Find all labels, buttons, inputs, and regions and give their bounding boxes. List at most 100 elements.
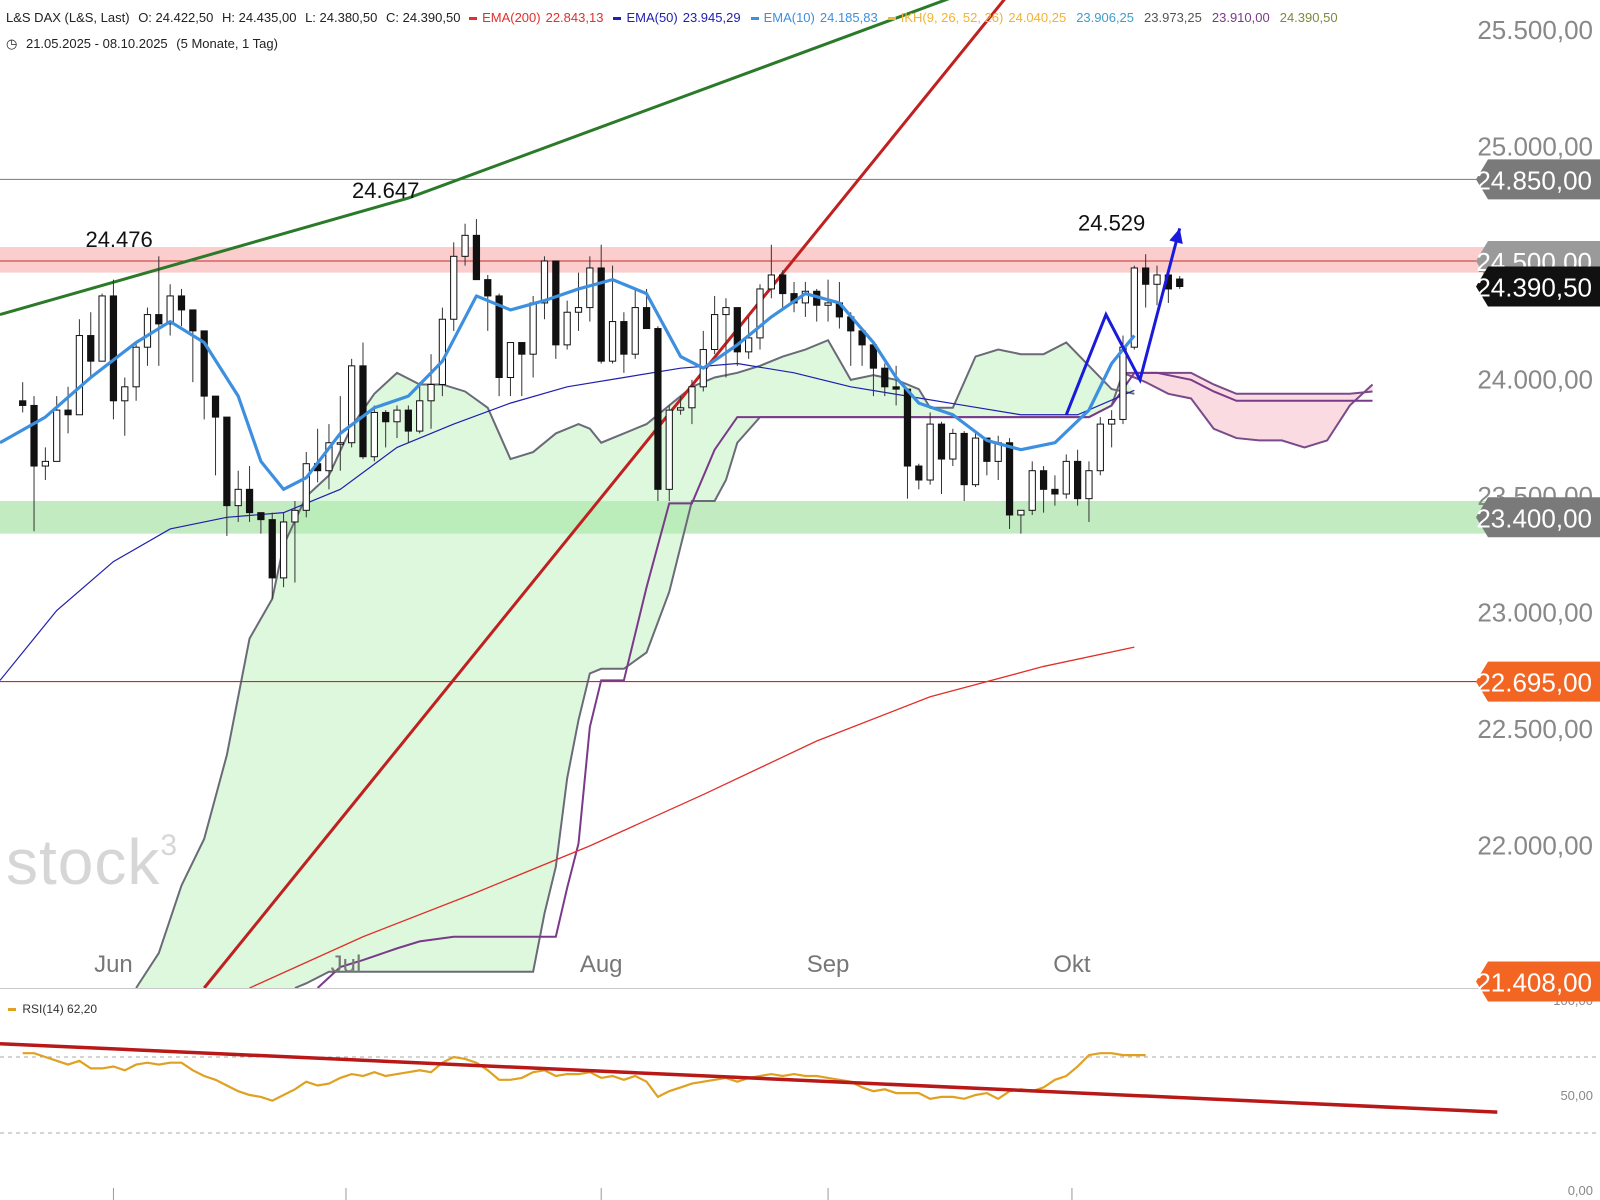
- candle-body: [234, 488, 242, 507]
- ema200-line: [249, 646, 1135, 989]
- candle-body: [416, 400, 424, 432]
- ema10-line: [0, 278, 1136, 491]
- candle-body: [1028, 470, 1036, 511]
- indicator-label: EMA(10): [763, 10, 815, 25]
- price-plot-background: [0, 0, 1600, 988]
- ema50-line: [0, 362, 1135, 681]
- indicator-value: 23.906,25: [1076, 10, 1135, 25]
- rsi-plot-background: [0, 989, 1600, 1200]
- candle-body: [1085, 470, 1093, 500]
- ichimoku-cloud-green-upper: [135, 338, 1135, 989]
- indicator-legend-item: EMA(10) 24.185,83: [750, 10, 883, 25]
- candle-body: [915, 465, 923, 481]
- low-value: L: 24.380,50: [305, 10, 378, 25]
- chart-header-range: ◷ 21.05.2025 - 08.10.2025 (5 Monate, 1 T…: [6, 36, 283, 52]
- projection-arrowhead: [1169, 228, 1183, 245]
- candle-body: [665, 409, 673, 490]
- candle-body: [756, 288, 764, 339]
- candle-body: [245, 488, 254, 514]
- candle-body: [484, 279, 492, 297]
- candle-body: [642, 307, 651, 330]
- indicator-legend-item: 23.906,25: [1076, 10, 1139, 25]
- ichimoku-cloud-red-fill: [1122, 372, 1373, 448]
- candle-body: [745, 337, 753, 353]
- candle-body: [1108, 418, 1116, 425]
- candle-body: [529, 302, 537, 355]
- candle-body: [279, 521, 288, 579]
- candle-body: [949, 432, 957, 460]
- candle-body: [472, 234, 481, 281]
- x-tick-label: Jun: [94, 951, 133, 978]
- candle-body: [87, 335, 95, 362]
- annotation-level: 24.647: [352, 178, 419, 203]
- candle-body: [393, 409, 401, 423]
- candle-body: [257, 512, 265, 521]
- candle-body: [404, 409, 412, 432]
- price-label-box: [1476, 961, 1600, 1002]
- candle-body: [438, 318, 447, 385]
- candle-body: [155, 314, 163, 325]
- ichimoku-cloud-green-fill: [136, 340, 1135, 989]
- indicator-value: 23.945,29: [682, 10, 741, 25]
- candle-body: [597, 267, 605, 362]
- candle-body: [121, 386, 129, 402]
- candle-body: [824, 302, 832, 306]
- projection-path: [1064, 227, 1182, 416]
- candle-body: [336, 442, 344, 445]
- instrument-name: L&S DAX (L&S, Last): [6, 10, 130, 25]
- indicator-swatch: [613, 17, 622, 21]
- rsi-y-tick-label: 50,00: [1560, 1088, 1593, 1103]
- candle-body: [98, 295, 106, 362]
- price-label-text: 24.390,50: [1476, 272, 1592, 302]
- open-value: O: 24.422,50: [138, 10, 214, 25]
- stock3-logo: stock3: [6, 826, 179, 898]
- trendline-rsi-resistance: [0, 1041, 1498, 1114]
- indicator-label: EMA(50): [626, 10, 678, 25]
- trendline-steep-support: [203, 0, 1006, 989]
- candle-body: [348, 365, 356, 444]
- candle-body: [506, 342, 515, 378]
- candle-body: [574, 307, 583, 313]
- candle-body: [325, 442, 333, 472]
- indicator-legend-item: 24.390,50: [1280, 10, 1343, 25]
- indicator-value: 24.040,25: [1008, 10, 1067, 25]
- indicator-legend-item: IKH(9, 26, 52, 26) 24.040,25: [887, 10, 1071, 25]
- trendline-long-support: [0, 0, 950, 317]
- indicator-swatch: [887, 17, 896, 21]
- candle-body: [189, 309, 197, 332]
- rsi-legend-label: RSI(14): [22, 1002, 64, 1016]
- candle-body: [166, 295, 174, 325]
- date-range: 21.05.2025 - 08.10.2025: [25, 36, 168, 51]
- price-label-text: 24.850,00: [1476, 165, 1592, 195]
- price-label-text: 21.408,00: [1476, 967, 1592, 997]
- price-label-box: [1476, 266, 1600, 307]
- price-label-box: [1476, 497, 1600, 538]
- axes: 25.500,0025.000,0024.500,0024.000,0023.5…: [0, 15, 1600, 1200]
- rsi-line: [22, 1052, 1146, 1102]
- candle-body: [41, 460, 49, 467]
- candle-body: [132, 346, 140, 388]
- annotation-level: 24.476: [85, 227, 152, 252]
- candle-body: [711, 314, 719, 351]
- candle-body: [926, 423, 934, 481]
- candle-body: [53, 409, 61, 462]
- date-span: (5 Monate, 1 Tag): [176, 36, 278, 51]
- candle-body: [767, 274, 775, 290]
- candle-body: [540, 260, 549, 304]
- price-plot[interactable]: 24.647 24.476 24.529: [0, 0, 1600, 989]
- kijun-line: [316, 371, 1373, 989]
- candle-body: [733, 307, 741, 353]
- indicator-legend-item: EMA(200) 22.843,13: [469, 10, 608, 25]
- candle-body: [937, 423, 946, 460]
- candle-body: [552, 260, 560, 346]
- candle-body: [722, 307, 730, 316]
- candle-body: [461, 234, 469, 257]
- candle-body: [427, 383, 435, 402]
- indicator-legend-item: 23.973,25: [1144, 10, 1207, 25]
- indicator-value: 22.843,13: [545, 10, 604, 25]
- y-tick-label: 25.000,00: [1477, 131, 1593, 161]
- rsi-plot[interactable]: 100,0050,000,00: [0, 989, 1600, 1200]
- indicator-legend-item: 23.910,00: [1212, 10, 1275, 25]
- candle-body: [359, 365, 367, 458]
